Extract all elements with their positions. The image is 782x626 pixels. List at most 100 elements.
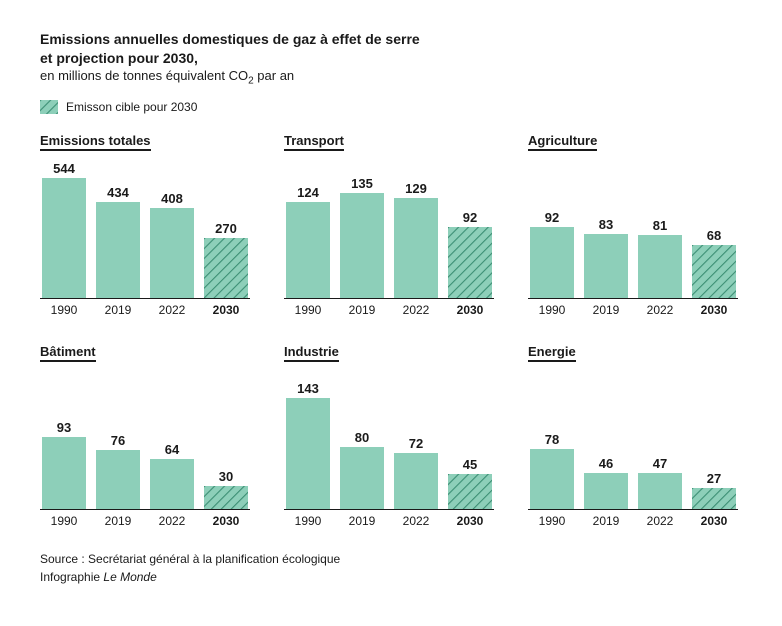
credit-line: Infographie Le Monde <box>40 568 742 586</box>
x-tick: 2022 <box>394 303 438 317</box>
bar: 45 <box>448 474 492 509</box>
panel-title: Bâtiment <box>40 344 96 362</box>
bar: 68 <box>692 245 736 298</box>
bar: 129 <box>394 198 438 298</box>
bar-rect-solid <box>42 178 86 298</box>
bar-rect-hatched <box>448 227 492 298</box>
chart-area: 78464727 <box>528 370 738 510</box>
bar-value-label: 78 <box>530 432 574 447</box>
bar-value-label: 129 <box>394 181 438 196</box>
bar: 92 <box>530 227 574 298</box>
x-tick: 2022 <box>394 514 438 528</box>
bar: 92 <box>448 227 492 298</box>
x-axis: 1990201920222030 <box>40 299 250 317</box>
bar-value-label: 68 <box>692 228 736 243</box>
x-axis: 1990 2019 2022 2030 <box>528 299 738 317</box>
bar-rect-solid <box>584 234 628 298</box>
x-tick: 2030 <box>692 303 736 317</box>
bar-rect-solid <box>150 208 194 298</box>
bar-value-label: 80 <box>340 430 384 445</box>
bar-value-label: 135 <box>340 176 384 191</box>
bar: 93 <box>42 437 86 509</box>
bar-rect-hatched <box>692 488 736 509</box>
bar-value-label: 93 <box>42 420 86 435</box>
panel-title: Emissions totales <box>40 133 151 151</box>
bar-rect-solid <box>340 447 384 509</box>
bar: 83 <box>584 234 628 298</box>
bar-rect-hatched <box>204 486 248 509</box>
x-tick: 2030 <box>692 514 736 528</box>
bar: 78 <box>530 449 574 509</box>
legend: Emisson cible pour 2030 <box>40 100 742 114</box>
bar-rect-solid <box>150 459 194 509</box>
chart-panel: Emissions totales54443440827019902019202… <box>40 132 250 317</box>
chart-panel: Transport124135129921990201920222030 <box>284 132 494 317</box>
x-axis: 1990 2019 2022 2030 <box>528 510 738 528</box>
x-tick: 2022 <box>150 514 194 528</box>
bar-rect-solid <box>42 437 86 509</box>
x-tick: 1990 <box>530 514 574 528</box>
bar-value-label: 270 <box>204 221 248 236</box>
header: Emissions annuelles domestiques de gaz à… <box>40 30 742 86</box>
bar-value-label: 46 <box>584 456 628 471</box>
bar-rect-hatched <box>204 238 248 298</box>
chart-area: 143807245 <box>284 370 494 510</box>
bar-value-label: 544 <box>42 161 86 176</box>
x-tick: 1990 <box>286 303 330 317</box>
bar: 27 <box>692 488 736 509</box>
chart-panel: Agriculture928381681990201920222030 <box>528 132 738 317</box>
bar-value-label: 434 <box>96 185 140 200</box>
bar-value-label: 64 <box>150 442 194 457</box>
bar-value-label: 408 <box>150 191 194 206</box>
bar-rect-solid <box>340 193 384 298</box>
x-tick: 2022 <box>638 514 682 528</box>
bar: 81 <box>638 235 682 298</box>
bar-rect-solid <box>638 235 682 298</box>
bar-rect-solid <box>530 227 574 298</box>
bar-value-label: 143 <box>286 381 330 396</box>
main-title-line2: et projection pour 2030, <box>40 49 742 68</box>
x-axis: 1990201920222030 <box>284 510 494 528</box>
footer: Source : Secrétariat général à la planif… <box>40 550 742 586</box>
chart-area: 93766430 <box>40 370 250 510</box>
legend-label: Emisson cible pour 2030 <box>66 100 197 114</box>
x-tick: 2019 <box>340 514 384 528</box>
bar: 72 <box>394 453 438 509</box>
x-tick: 2022 <box>150 303 194 317</box>
bar: 64 <box>150 459 194 509</box>
bar-value-label: 27 <box>692 471 736 486</box>
bar: 408 <box>150 208 194 298</box>
x-tick: 2019 <box>584 514 628 528</box>
bar-rect-solid <box>96 202 140 298</box>
chart-panel: Industrie1438072451990201920222030 <box>284 343 494 528</box>
main-title-line1: Emissions annuelles domestiques de gaz à… <box>40 30 742 49</box>
subtitle: en millions de tonnes équivalent CO2 par… <box>40 68 742 87</box>
legend-swatch-icon <box>40 100 58 114</box>
bar-rect-solid <box>394 453 438 509</box>
x-axis: 1990201920222030 <box>284 299 494 317</box>
x-tick: 1990 <box>286 514 330 528</box>
x-axis: 1990201920222030 <box>40 510 250 528</box>
bar-value-label: 92 <box>530 210 574 225</box>
bar: 143 <box>286 398 330 509</box>
x-tick: 1990 <box>530 303 574 317</box>
bar-value-label: 72 <box>394 436 438 451</box>
bar: 80 <box>340 447 384 509</box>
bar-value-label: 124 <box>286 185 330 200</box>
bar-rect-solid <box>96 450 140 509</box>
source-line: Source : Secrétariat général à la planif… <box>40 550 742 568</box>
bar-rect-solid <box>584 473 628 509</box>
chart-area: 12413512992 <box>284 159 494 299</box>
bar-value-label: 83 <box>584 217 628 232</box>
x-tick: 2019 <box>584 303 628 317</box>
x-tick: 2019 <box>96 303 140 317</box>
x-tick: 2030 <box>204 514 248 528</box>
bar: 434 <box>96 202 140 298</box>
x-tick: 2030 <box>448 303 492 317</box>
panel-title: Agriculture <box>528 133 597 151</box>
panel-title: Transport <box>284 133 344 151</box>
bar-value-label: 45 <box>448 457 492 472</box>
bar: 544 <box>42 178 86 298</box>
x-tick: 2019 <box>96 514 140 528</box>
x-tick: 2022 <box>638 303 682 317</box>
